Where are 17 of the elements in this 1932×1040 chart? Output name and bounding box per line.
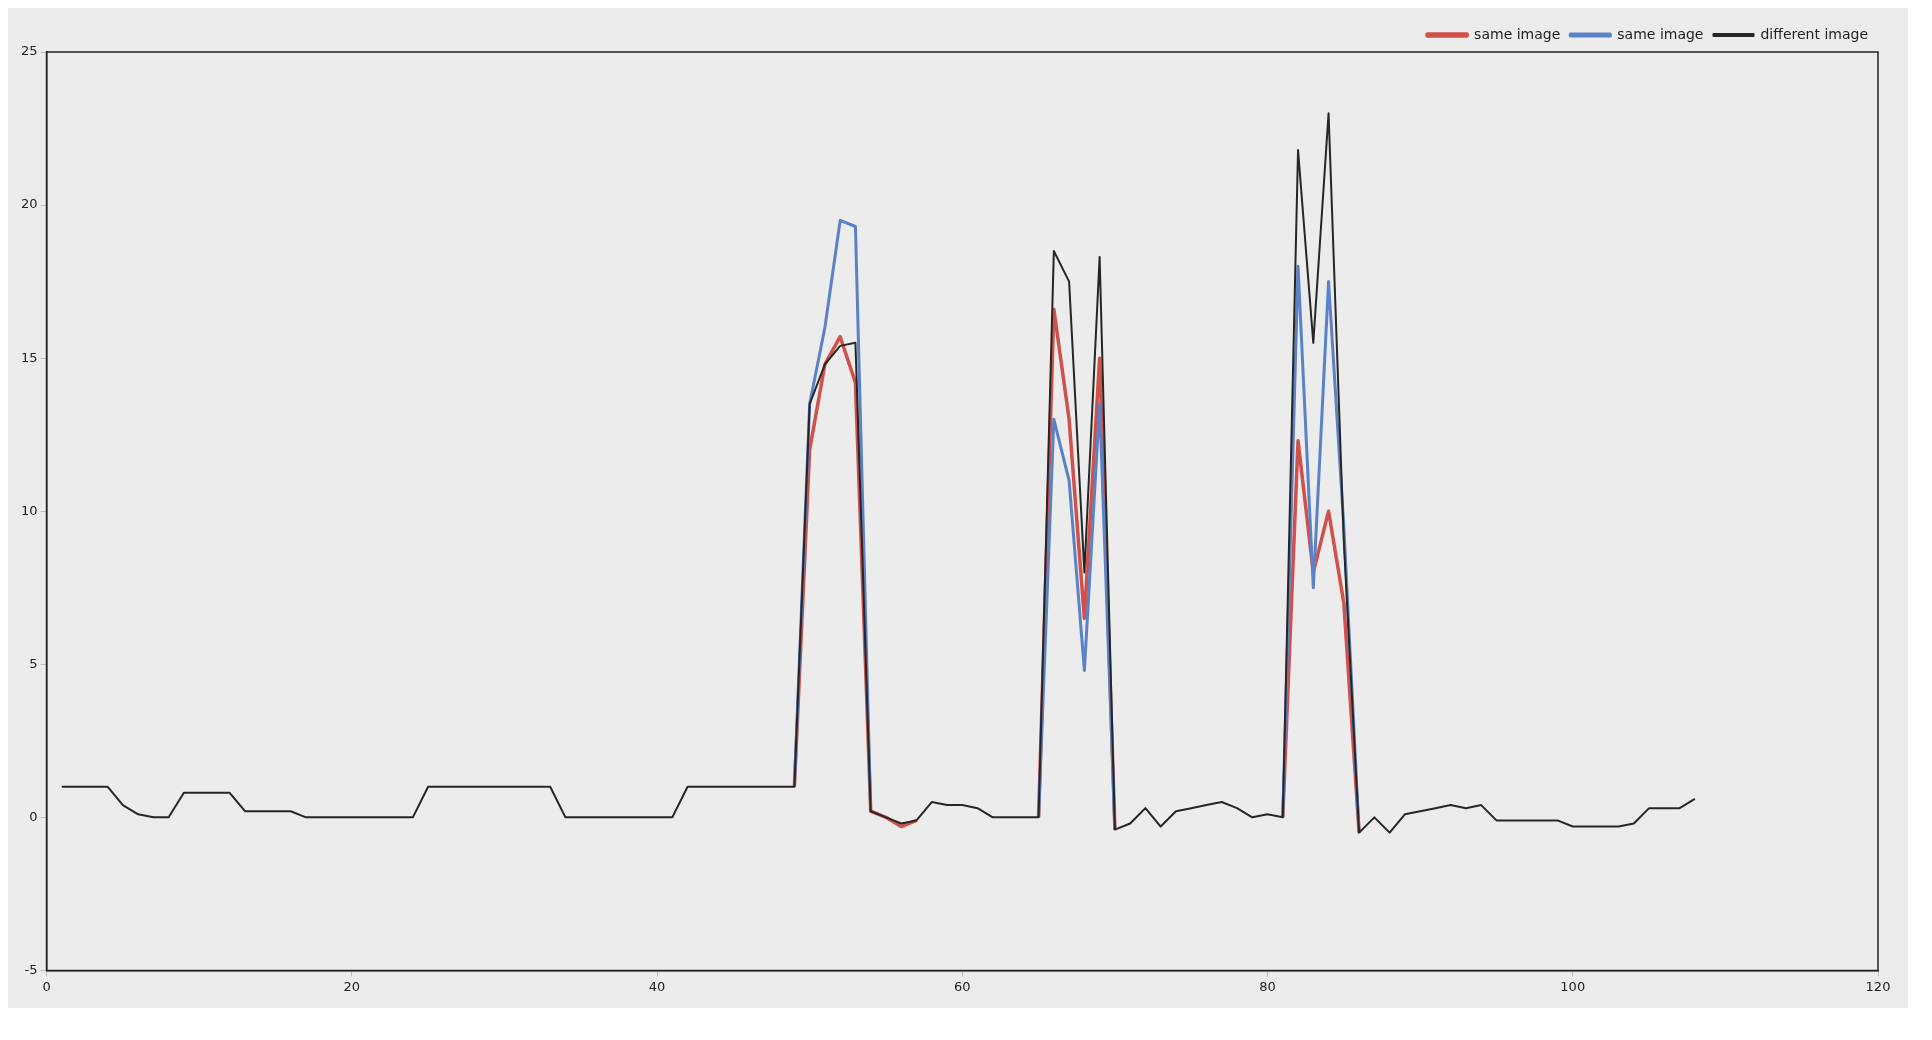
y-tick-label: 25 — [21, 43, 38, 59]
x-tick-label: 20 — [343, 978, 361, 994]
legend-label: different image — [1760, 25, 1868, 42]
x-tick-label: 100 — [1560, 978, 1586, 994]
legend-label: same image — [1617, 25, 1704, 42]
x-tick-label: 80 — [1259, 978, 1276, 994]
x-tick-label: 120 — [1865, 978, 1891, 994]
x-tick-label: 40 — [648, 978, 666, 994]
y-tick-label: 0 — [29, 808, 38, 824]
y-tick-label: 20 — [21, 196, 38, 212]
x-tick-label: 60 — [954, 978, 971, 994]
legend-label: same image — [1474, 25, 1561, 42]
x-tick-label: 0 — [42, 978, 51, 994]
y-tick-label: 5 — [29, 655, 38, 671]
y-tick-label: 10 — [21, 502, 38, 518]
y-tick-label: 15 — [21, 349, 38, 365]
y-tick-label: -5 — [24, 961, 38, 977]
